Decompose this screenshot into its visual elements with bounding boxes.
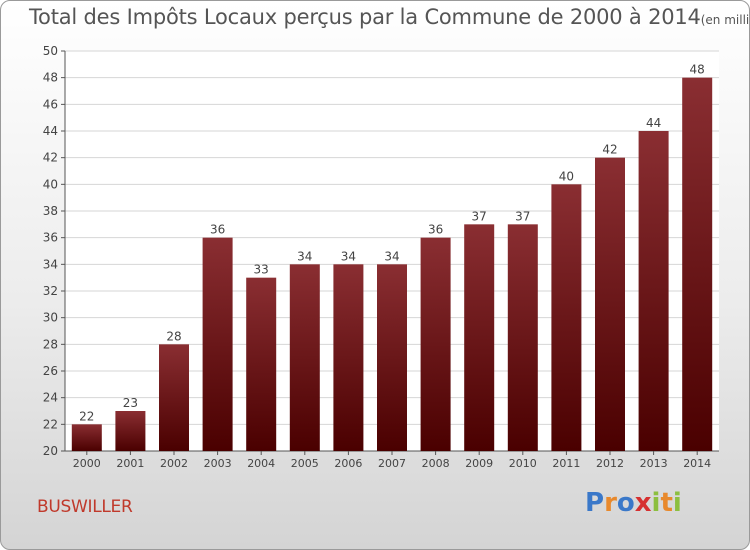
x-tick-label: 2004 — [247, 457, 275, 470]
y-tick-label: 50 — [43, 44, 58, 58]
chart-subtitle: (en milliers d'€) — [700, 13, 750, 27]
logo-letter: r — [604, 488, 617, 518]
bar — [507, 224, 538, 451]
y-tick-label: 32 — [43, 284, 58, 298]
bar — [595, 157, 625, 451]
bar-value-label: 42 — [602, 143, 617, 157]
x-tick-label: 2008 — [422, 457, 450, 470]
x-tick-label: 2012 — [596, 457, 624, 470]
y-tick-label: 42 — [43, 151, 58, 165]
y-tick-label: 22 — [43, 417, 58, 431]
bar-value-label: 34 — [341, 249, 356, 263]
bar — [333, 264, 364, 451]
x-tick-label: 2001 — [116, 457, 144, 470]
x-tick-label: 2007 — [378, 457, 406, 470]
y-tick-label: 20 — [43, 444, 58, 458]
logo-letter: i — [651, 488, 661, 518]
x-tick-label: 2003 — [204, 457, 232, 470]
bar-value-label: 23 — [123, 396, 138, 410]
bar-value-label: 37 — [472, 209, 487, 223]
bar — [246, 277, 277, 451]
bar — [71, 424, 102, 451]
bar-value-label: 22 — [79, 409, 94, 423]
bar — [464, 224, 495, 451]
logo-letter: t — [660, 488, 673, 518]
y-tick-label: 36 — [43, 231, 58, 245]
x-tick-label: 2006 — [334, 457, 362, 470]
bar-value-label: 36 — [428, 223, 443, 237]
bar-value-label: 34 — [384, 249, 399, 263]
bar-value-label: 37 — [515, 209, 530, 223]
y-tick-label: 34 — [43, 257, 58, 271]
commune-name: BUSWILLER — [37, 497, 133, 517]
bar — [420, 237, 451, 451]
proxiti-logo[interactable]: Proxiti — [585, 488, 682, 518]
bar — [682, 77, 713, 452]
x-tick-label: 2009 — [465, 457, 493, 470]
y-tick-label: 24 — [43, 391, 58, 405]
x-tick-label: 2005 — [291, 457, 319, 470]
bar — [202, 237, 233, 451]
chart-title: Total des Impôts Locaux perçus par la Co… — [29, 5, 750, 29]
bar-value-label: 28 — [166, 329, 181, 343]
y-tick-label: 26 — [43, 364, 58, 378]
bar-value-label: 34 — [297, 249, 312, 263]
bar — [377, 264, 407, 451]
y-tick-label: 44 — [43, 124, 58, 138]
logo-letter: P — [585, 488, 605, 518]
logo-letter: o — [616, 488, 635, 518]
x-tick-label: 2000 — [73, 457, 101, 470]
x-tick-label: 2014 — [683, 457, 711, 470]
bar-value-label: 44 — [646, 116, 661, 130]
chart-title-text: Total des Impôts Locaux perçus par la Co… — [29, 5, 701, 29]
y-tick-label: 48 — [43, 71, 58, 85]
bar-value-label: 40 — [559, 169, 574, 183]
logo-letter: i — [672, 488, 682, 518]
logo-letter: x — [634, 488, 652, 518]
x-tick-label: 2002 — [160, 457, 188, 470]
bar-value-label: 48 — [690, 63, 705, 77]
bar-value-label: 33 — [254, 263, 269, 277]
x-tick-label: 2010 — [509, 457, 537, 470]
bar — [551, 184, 582, 452]
x-tick-label: 2011 — [552, 457, 580, 470]
y-tick-label: 28 — [43, 337, 58, 351]
y-tick-label: 30 — [43, 311, 58, 325]
x-tick-label: 2013 — [640, 457, 668, 470]
y-tick-label: 38 — [43, 204, 58, 218]
bar-value-label: 36 — [210, 223, 225, 237]
y-tick-label: 40 — [43, 177, 58, 191]
bar — [289, 264, 320, 451]
bar — [159, 344, 189, 451]
bar — [115, 411, 146, 451]
bar — [638, 131, 669, 451]
y-tick-label: 46 — [43, 97, 58, 111]
